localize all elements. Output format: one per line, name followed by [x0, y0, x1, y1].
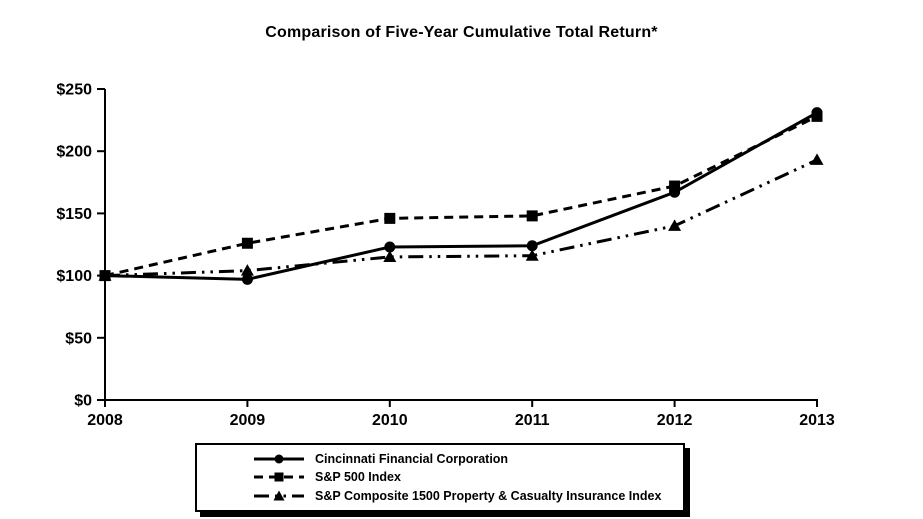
svg-text:2013: 2013 — [799, 412, 835, 429]
legend-line-triangle-icon — [254, 490, 304, 501]
legend-line-square-icon — [254, 472, 304, 482]
svg-text:2010: 2010 — [372, 412, 408, 429]
svg-text:$50: $50 — [65, 330, 92, 347]
chart-title: Comparison of Five-Year Cumulative Total… — [265, 24, 658, 41]
chart-plot-area: $0 $50 $100 $150 $200 $250 2008 2009 2010 2011 201… — [56, 82, 835, 430]
chart-legend: Cincinnati Financial Corporation S&P 500… — [195, 443, 685, 512]
svg-text:2008: 2008 — [87, 412, 123, 429]
svg-text:$100: $100 — [56, 268, 92, 285]
legend-label: S&P Composite 1500 Property & Casualty I… — [315, 488, 662, 503]
legend-item-sp500: S&P 500 Index — [253, 468, 677, 486]
svg-text:$250: $250 — [56, 82, 92, 99]
svg-text:2012: 2012 — [657, 412, 693, 429]
svg-text:$200: $200 — [56, 144, 92, 161]
legend-label: Cincinnati Financial Corporation — [315, 452, 509, 467]
svg-text:$0: $0 — [74, 393, 92, 410]
legend-label: S&P 500 Index — [315, 470, 401, 485]
legend-item-cincinnati-financial: Cincinnati Financial Corporation — [253, 450, 677, 468]
legend-line-circle-icon — [254, 454, 304, 464]
legend-item-sp1500-pc: S&P Composite 1500 Property & Casualty I… — [253, 487, 677, 505]
svg-text:2009: 2009 — [230, 412, 266, 429]
svg-text:$150: $150 — [56, 206, 92, 223]
svg-text:2011: 2011 — [515, 412, 550, 429]
